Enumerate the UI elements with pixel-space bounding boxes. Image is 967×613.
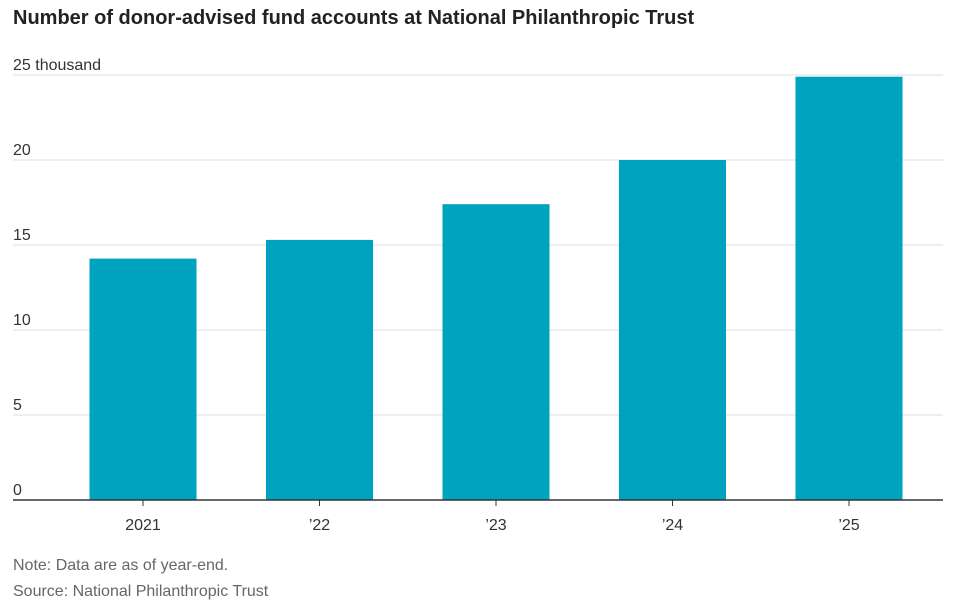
y-tick-label: 15 [13,227,31,244]
x-tick-label: ’22 [309,517,330,534]
bar-0 [89,258,197,500]
y-tick-label: 0 [13,482,22,499]
y-tick-label: 25 thousand [13,57,101,74]
bar-4 [795,76,903,500]
x-axis: 2021 ’22 ’23 ’24 ’25 [13,499,943,534]
bar-chart: 0 5 10 15 20 25 thousand 2021 ’22 ’23 ’24 ’25 [13,57,943,534]
x-tick-label: 2021 [125,517,161,534]
y-tick-label: 10 [13,312,31,329]
chart-source: Source: National Philanthropic Trust [13,583,269,600]
y-tick-label: 20 [13,142,31,159]
chart-note: Note: Data are as of year-end. [13,557,229,574]
x-tick-label: ’24 [662,517,683,534]
bar-3 [619,160,726,500]
y-axis-tick-labels: 0 5 10 15 20 25 thousand [13,57,101,499]
bar-2 [442,204,550,500]
y-tick-label: 5 [13,397,22,414]
bar-1 [266,239,373,500]
bars [89,76,903,500]
x-tick-label: ’25 [838,517,859,534]
chart-title: Number of donor-advised fund accounts at… [13,7,695,29]
x-tick-label: ’23 [485,517,506,534]
